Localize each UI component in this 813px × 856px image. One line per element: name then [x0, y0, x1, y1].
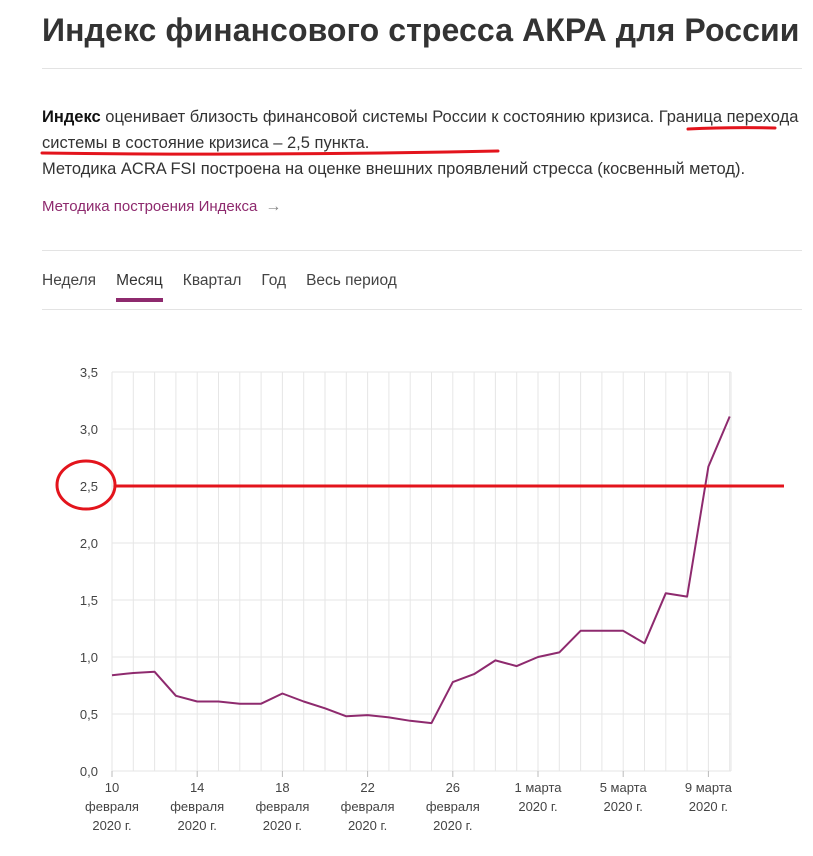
x-tick-label: 18 февраля 2020 г.	[255, 780, 309, 833]
y-tick-label: 3,5	[80, 365, 98, 380]
threshold-circle-annotation	[55, 459, 117, 511]
tab-week[interactable]: Неделя	[42, 272, 97, 289]
page-title: Индекс финансового стресса АКРА для Росс…	[42, 12, 800, 48]
crisis-threshold-text: Граница перехода системы в состояние кри…	[42, 108, 799, 152]
y-tick-label: 0,0	[80, 764, 98, 779]
methodology-link-label: Методика построения Индекса	[42, 198, 258, 215]
tab-year[interactable]: Год	[261, 272, 287, 289]
index-description: Индекс оценивает близость финансовой сис…	[42, 104, 802, 182]
description-line-2: Методика ACRA FSI построена на оценке вн…	[42, 160, 746, 178]
title-divider	[42, 68, 802, 69]
period-tabs: Неделя Месяц Квартал Год Весь период	[42, 272, 397, 302]
x-tick-label: 1 марта 2020 г.	[515, 780, 563, 814]
x-tick-label: 9 марта 2020 г.	[685, 780, 733, 814]
underline-annotation	[686, 126, 777, 131]
x-tick-label: 5 марта 2020 г.	[600, 780, 648, 814]
tab-month[interactable]: Месяц	[116, 272, 163, 302]
x-tick-label: 26 февраля 2020 г.	[426, 780, 480, 833]
x-tick-label: 22 февраля 2020 г.	[341, 780, 395, 833]
x-tick-label: 14 февраля 2020 г.	[170, 780, 224, 833]
underline-annotation	[40, 149, 500, 156]
tab-quarter[interactable]: Квартал	[182, 272, 242, 289]
tabs-divider	[42, 309, 802, 310]
section-divider	[42, 250, 802, 251]
y-tick-label: 2,0	[80, 536, 98, 551]
methodology-link[interactable]: Методика построения Индекса →	[42, 198, 281, 216]
y-tick-label: 3,0	[80, 422, 98, 437]
y-tick-label: 0,5	[80, 707, 98, 722]
tab-all-period[interactable]: Весь период	[306, 272, 397, 289]
y-tick-label: 1,5	[80, 593, 98, 608]
y-tick-label: 1,0	[80, 650, 98, 665]
series-line	[111, 416, 731, 725]
y-tick-label: 2,5	[80, 479, 98, 494]
description-bold-word: Индекс	[42, 108, 101, 126]
x-tick-label: 10 февраля 2020 г.	[85, 780, 139, 833]
description-line-1: Индекс оценивает близость финансовой сис…	[42, 104, 802, 156]
arrow-right-icon: →	[265, 198, 282, 215]
description-text: оценивает близость финансовой системы Ро…	[100, 108, 659, 126]
